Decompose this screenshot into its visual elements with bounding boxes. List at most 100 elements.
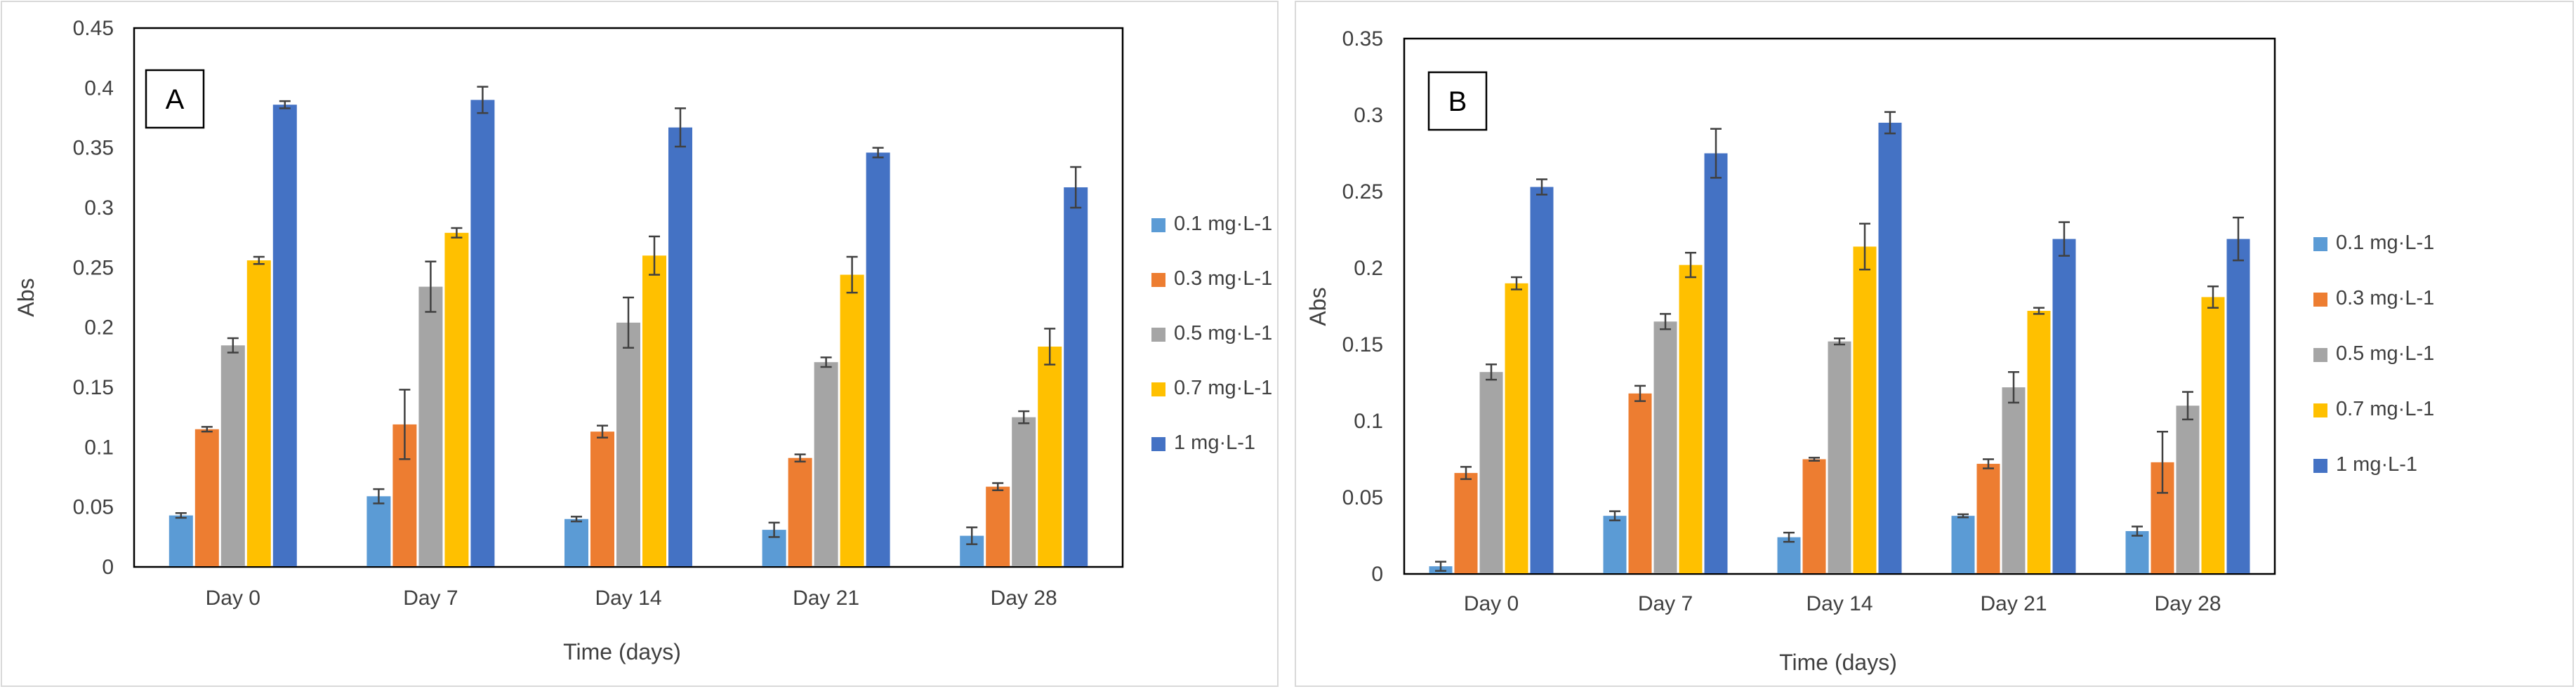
x-tick-label: Day 7 bbox=[403, 587, 458, 610]
y-axis-ticks: 0 0.05 0.1 0.15 0.2 0.25 0.3 0.35 0.4 0.45 bbox=[73, 17, 114, 579]
chart-frame bbox=[1, 1, 1279, 687]
x-axis-title: Time (days) bbox=[563, 639, 681, 664]
bar bbox=[590, 432, 614, 567]
y-tick-label: 0.25 bbox=[1342, 180, 1383, 203]
bar bbox=[1828, 341, 1851, 574]
legend-label: 0.7 mg·L-1 bbox=[2336, 398, 2434, 420]
panel-label: A bbox=[166, 84, 185, 115]
legend-label: 0.3 mg·L-1 bbox=[1174, 267, 1272, 290]
x-tick-label: Day 14 bbox=[1806, 592, 1872, 615]
legend-swatch bbox=[1151, 218, 1165, 232]
bar bbox=[1603, 516, 1627, 574]
panel-label: B bbox=[1448, 86, 1467, 117]
legend-label: 0.1 mg·L-1 bbox=[2336, 232, 2434, 254]
legend-swatch bbox=[1151, 437, 1165, 451]
x-tick-label: Day 0 bbox=[1464, 592, 1519, 615]
bar bbox=[1064, 187, 1088, 567]
bar bbox=[2201, 297, 2225, 574]
bar bbox=[246, 260, 271, 567]
y-tick-label: 0.1 bbox=[1354, 410, 1383, 433]
legend-swatch bbox=[2313, 403, 2327, 417]
bar bbox=[366, 496, 391, 567]
bar bbox=[1628, 393, 1652, 574]
bar bbox=[642, 255, 666, 567]
bar bbox=[194, 429, 219, 567]
y-tick-label: 0.2 bbox=[84, 316, 114, 340]
x-tick-label: Day 28 bbox=[991, 587, 1057, 610]
error-bars-layer bbox=[175, 86, 1082, 545]
legend-swatch bbox=[2313, 459, 2327, 473]
x-tick-label: Day 14 bbox=[595, 587, 661, 610]
y-tick-label: 0.15 bbox=[73, 376, 114, 399]
x-tick-label: Day 7 bbox=[1638, 592, 1693, 615]
x-axis-ticks: Day 0 Day 7 Day 14 Day 21 Day 28 bbox=[206, 587, 1057, 610]
bar bbox=[1976, 464, 2000, 574]
y-tick-label: 0.25 bbox=[73, 256, 114, 279]
y-tick-label: 0.3 bbox=[84, 196, 114, 220]
y-tick-label: 0.15 bbox=[1342, 333, 1383, 356]
x-tick-label: Day 0 bbox=[206, 587, 260, 610]
bar bbox=[1704, 153, 1728, 574]
legend-label: 0.7 mg·L-1 bbox=[1174, 377, 1272, 399]
legend-label: 1 mg·L-1 bbox=[1174, 432, 1255, 454]
legend-swatch bbox=[2313, 293, 2327, 307]
x-tick-label: Day 21 bbox=[793, 587, 859, 610]
bar bbox=[1479, 372, 1503, 574]
bar bbox=[1530, 187, 1554, 575]
y-tick-label: 0.3 bbox=[1354, 104, 1383, 127]
bar bbox=[470, 100, 495, 567]
panel-label-box bbox=[145, 69, 205, 129]
y-tick-label: 0.05 bbox=[1342, 486, 1383, 509]
x-axis-title: Time (days) bbox=[1779, 650, 1897, 675]
bar bbox=[840, 274, 864, 567]
bar bbox=[1802, 459, 1826, 574]
bars-layer bbox=[1429, 122, 2250, 575]
bar bbox=[1777, 537, 1801, 574]
legend-swatch bbox=[1151, 328, 1165, 342]
legend-swatch bbox=[2313, 348, 2327, 362]
bar bbox=[2176, 406, 2200, 574]
bar bbox=[986, 486, 1010, 567]
chart-frame bbox=[1295, 1, 2574, 687]
legend-swatch bbox=[2313, 237, 2327, 251]
x-tick-label: Day 21 bbox=[1980, 592, 2047, 615]
bar bbox=[616, 322, 640, 567]
bar bbox=[1679, 265, 1703, 574]
bar bbox=[788, 457, 812, 567]
bar bbox=[1038, 346, 1062, 567]
bar bbox=[418, 286, 443, 567]
bar bbox=[1878, 122, 1902, 574]
bar bbox=[1454, 473, 1478, 574]
error-bars-layer bbox=[1435, 111, 2244, 572]
legend-label: 1 mg·L-1 bbox=[2336, 453, 2417, 476]
bars-layer bbox=[169, 100, 1088, 568]
bar bbox=[1853, 246, 1877, 574]
y-tick-label: 0 bbox=[102, 556, 114, 579]
y-tick-label: 0.05 bbox=[73, 496, 114, 519]
bar bbox=[2125, 530, 2149, 574]
bar bbox=[444, 232, 469, 567]
y-tick-label: 0.35 bbox=[73, 137, 114, 160]
bar bbox=[1505, 283, 1528, 574]
panel-label-box bbox=[1427, 71, 1488, 131]
legend-swatch bbox=[1151, 382, 1165, 396]
bar bbox=[866, 152, 890, 567]
legend-label: 0.1 mg·L-1 bbox=[1174, 213, 1272, 235]
y-tick-label: 0.4 bbox=[84, 76, 114, 100]
bar bbox=[220, 345, 245, 567]
legend: 0.1 mg·L-1 0.3 mg·L-1 0.5 mg·L-1 0.7 mg·L-1… bbox=[2313, 232, 2434, 476]
bar bbox=[1653, 321, 1677, 574]
x-tick-label: Day 28 bbox=[2154, 592, 2221, 615]
legend: 0.1 mg·L-1 0.3 mg·L-1 0.5 mg·L-1 0.7 mg·L-1… bbox=[1151, 213, 1272, 454]
y-tick-label: 0.35 bbox=[1342, 27, 1383, 51]
legend-swatch bbox=[1151, 273, 1165, 287]
y-tick-label: 0.2 bbox=[1354, 257, 1383, 280]
y-tick-label: 0.1 bbox=[84, 436, 114, 459]
bar bbox=[1012, 417, 1036, 567]
y-axis-title: Abs bbox=[1305, 287, 1330, 326]
legend-label: 0.3 mg·L-1 bbox=[2336, 287, 2434, 309]
y-axis-ticks: 0 0.05 0.1 0.15 0.2 0.25 0.3 0.35 bbox=[1342, 27, 1383, 586]
bar bbox=[2002, 387, 2026, 574]
bar bbox=[814, 362, 838, 567]
y-tick-label: 0 bbox=[1371, 563, 1383, 586]
